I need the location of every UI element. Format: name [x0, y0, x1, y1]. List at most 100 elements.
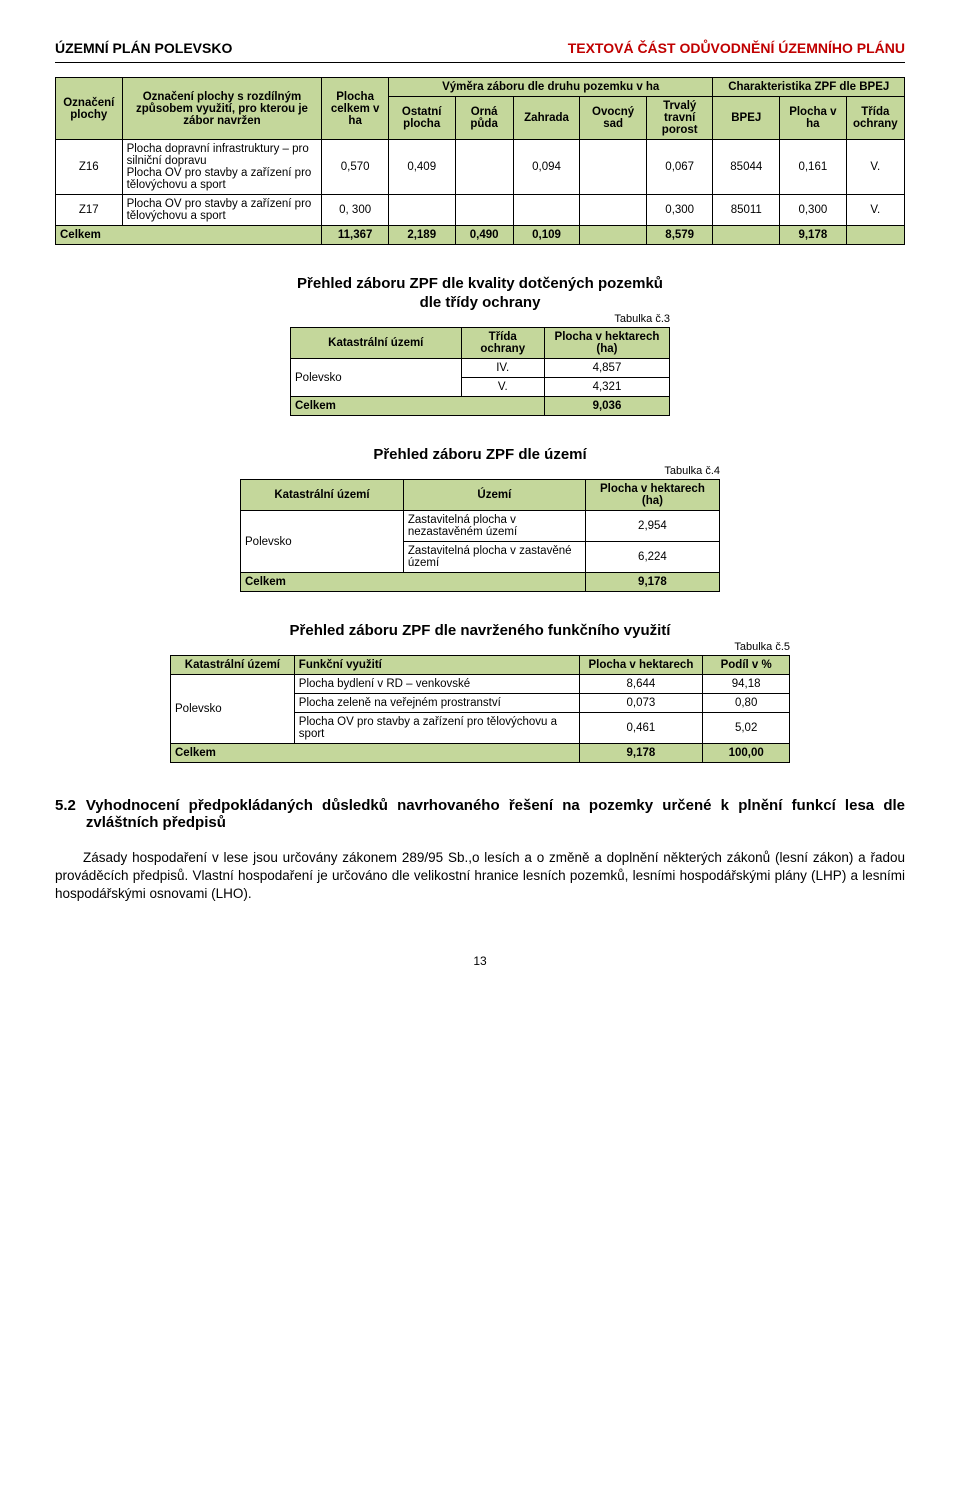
t4-h4: Podíl v %: [703, 656, 790, 675]
table-cell: 0, 300: [322, 195, 389, 226]
table-cell: Plocha dopravní infrastruktury – pro sil…: [122, 140, 322, 195]
table-cell: 94,18: [703, 675, 790, 694]
table-cell: Plocha OV pro stavby a zařízení pro tělo…: [294, 713, 579, 744]
table-cell: [580, 195, 647, 226]
t1-total-c6: [580, 226, 647, 245]
t1-total-c7: 8,579: [646, 226, 713, 245]
t1-total-c5: 0,109: [513, 226, 580, 245]
table-funkcni: Katastrální území Funkční využití Plocha…: [170, 655, 790, 763]
section-5-2-title: Vyhodnocení předpokládaných důsledků nav…: [86, 797, 905, 831]
t3-title: Přehled záboru ZPF dle území: [55, 446, 905, 463]
t2-total-val: 9,036: [544, 397, 669, 416]
table-cell: V.: [461, 378, 544, 397]
header-left: ÚZEMNÍ PLÁN POLEVSKO: [55, 40, 232, 56]
table-cell: 0,073: [579, 694, 703, 713]
table-cell: Plocha bydlení v RD – venkovské: [294, 675, 579, 694]
table-cell: 85044: [713, 140, 780, 195]
t2-total-label: Celkem: [291, 397, 545, 416]
t3-h3: Plocha v hektarech (ha): [585, 480, 719, 511]
t4-total-pd: 100,00: [703, 744, 790, 763]
t1-s1: Ostatní plocha: [388, 97, 455, 140]
table-cell: [388, 195, 455, 226]
t3-h1: Katastrální území: [241, 480, 404, 511]
table-cell: [455, 140, 513, 195]
table-cell: 0,067: [646, 140, 713, 195]
t4-total-label: Celkem: [171, 744, 580, 763]
t1-total-c2: 11,367: [322, 226, 389, 245]
t4-h2: Funkční využití: [294, 656, 579, 675]
table-cell: 4,857: [544, 359, 669, 378]
table-uzemi: Katastrální území Území Plocha v hektare…: [240, 479, 720, 592]
table-cell: 85011: [713, 195, 780, 226]
t2-h3: Plocha v hektarech (ha): [544, 328, 669, 359]
table-cell: 0,461: [579, 713, 703, 744]
t1-h2: Označení plochy s rozdílným způsobem vyu…: [122, 78, 322, 140]
table-cell: Plocha zeleně na veřejném prostranství: [294, 694, 579, 713]
table-cell: 0,161: [780, 140, 847, 195]
table-cell: 6,224: [585, 542, 719, 573]
table-cell: 5,02: [703, 713, 790, 744]
table-cell: Polevsko: [171, 675, 295, 744]
t1-s3: Zahrada: [513, 97, 580, 140]
t1-s7: Plocha v ha: [780, 97, 847, 140]
page-number: 13: [55, 954, 905, 968]
t1-total-c10: [846, 226, 904, 245]
page-header: ÚZEMNÍ PLÁN POLEVSKO TEXTOVÁ ČÁST ODŮVOD…: [55, 40, 905, 56]
t2-title1: Přehled záboru ZPF dle kvality dotčených…: [55, 275, 905, 292]
t2-h2: Třída ochrany: [461, 328, 544, 359]
table-cell: 2,954: [585, 511, 719, 542]
table-cell: 4,321: [544, 378, 669, 397]
table-cell: IV.: [461, 359, 544, 378]
table-cell: Zastavitelná plocha v zastavěné území: [403, 542, 585, 573]
section-5-2-para: Zásady hospodaření v lese jsou určovány …: [55, 849, 905, 904]
table-cell: 0,80: [703, 694, 790, 713]
table-cell: Polevsko: [241, 511, 404, 573]
table-cell: Z17: [56, 195, 123, 226]
table-kvalita: Katastrální území Třída ochrany Plocha v…: [290, 327, 670, 416]
t1-total-c4: 0,490: [455, 226, 513, 245]
t3-label: Tabulka č.4: [240, 465, 720, 477]
table-cell: [513, 195, 580, 226]
t4-title: Přehled záboru ZPF dle navrženého funkčn…: [55, 622, 905, 639]
t1-s2: Orná půda: [455, 97, 513, 140]
t3-h2: Území: [403, 480, 585, 511]
t1-s6: BPEJ: [713, 97, 780, 140]
table-cell: Zastavitelná plocha v nezastavěném území: [403, 511, 585, 542]
t4-h1: Katastrální území: [171, 656, 295, 675]
t2-title2: dle třídy ochrany: [55, 294, 905, 311]
table-cell: 0,570: [322, 140, 389, 195]
table-zabory: Označení plochy Označení plochy s rozdíl…: [55, 77, 905, 245]
t1-h5: Charakteristika ZPF dle BPEJ: [713, 78, 905, 97]
table-cell: 8,644: [579, 675, 703, 694]
table-cell: V.: [846, 140, 904, 195]
t1-s5: Trvalý travní porost: [646, 97, 713, 140]
table-cell: Polevsko: [291, 359, 462, 397]
t3-total-val: 9,178: [585, 573, 719, 592]
t4-h3: Plocha v hektarech: [579, 656, 703, 675]
table-cell: [455, 195, 513, 226]
t2-h1: Katastrální území: [291, 328, 462, 359]
header-right: TEXTOVÁ ČÁST ODŮVODNĚNÍ ÚZEMNÍHO PLÁNU: [568, 40, 905, 56]
t1-h4: Výměra záboru dle druhu pozemku v ha: [388, 78, 713, 97]
t1-total-c3: 2,189: [388, 226, 455, 245]
table-cell: 0,409: [388, 140, 455, 195]
section-5-2: 5.2 Vyhodnocení předpokládaných důsledků…: [55, 797, 905, 831]
t1-h1: Označení plochy: [56, 78, 123, 140]
section-5-2-num: 5.2: [55, 797, 86, 831]
header-underline: [55, 62, 905, 63]
t1-total-label: Celkem: [56, 226, 322, 245]
table-cell: Plocha OV pro stavby a zařízení pro tělo…: [122, 195, 322, 226]
t4-label: Tabulka č.5: [170, 641, 790, 653]
t2-label: Tabulka č.3: [290, 313, 670, 325]
t1-total-c8: [713, 226, 780, 245]
table-cell: 0,300: [646, 195, 713, 226]
t1-total-c9: 9,178: [780, 226, 847, 245]
t1-s8: Třída ochrany: [846, 97, 904, 140]
t3-total-label: Celkem: [241, 573, 586, 592]
table-cell: [580, 140, 647, 195]
t1-h3: Plocha celkem v ha: [322, 78, 389, 140]
table-cell: 0,300: [780, 195, 847, 226]
table-cell: 0,094: [513, 140, 580, 195]
t1-s4: Ovocný sad: [580, 97, 647, 140]
table-cell: V.: [846, 195, 904, 226]
